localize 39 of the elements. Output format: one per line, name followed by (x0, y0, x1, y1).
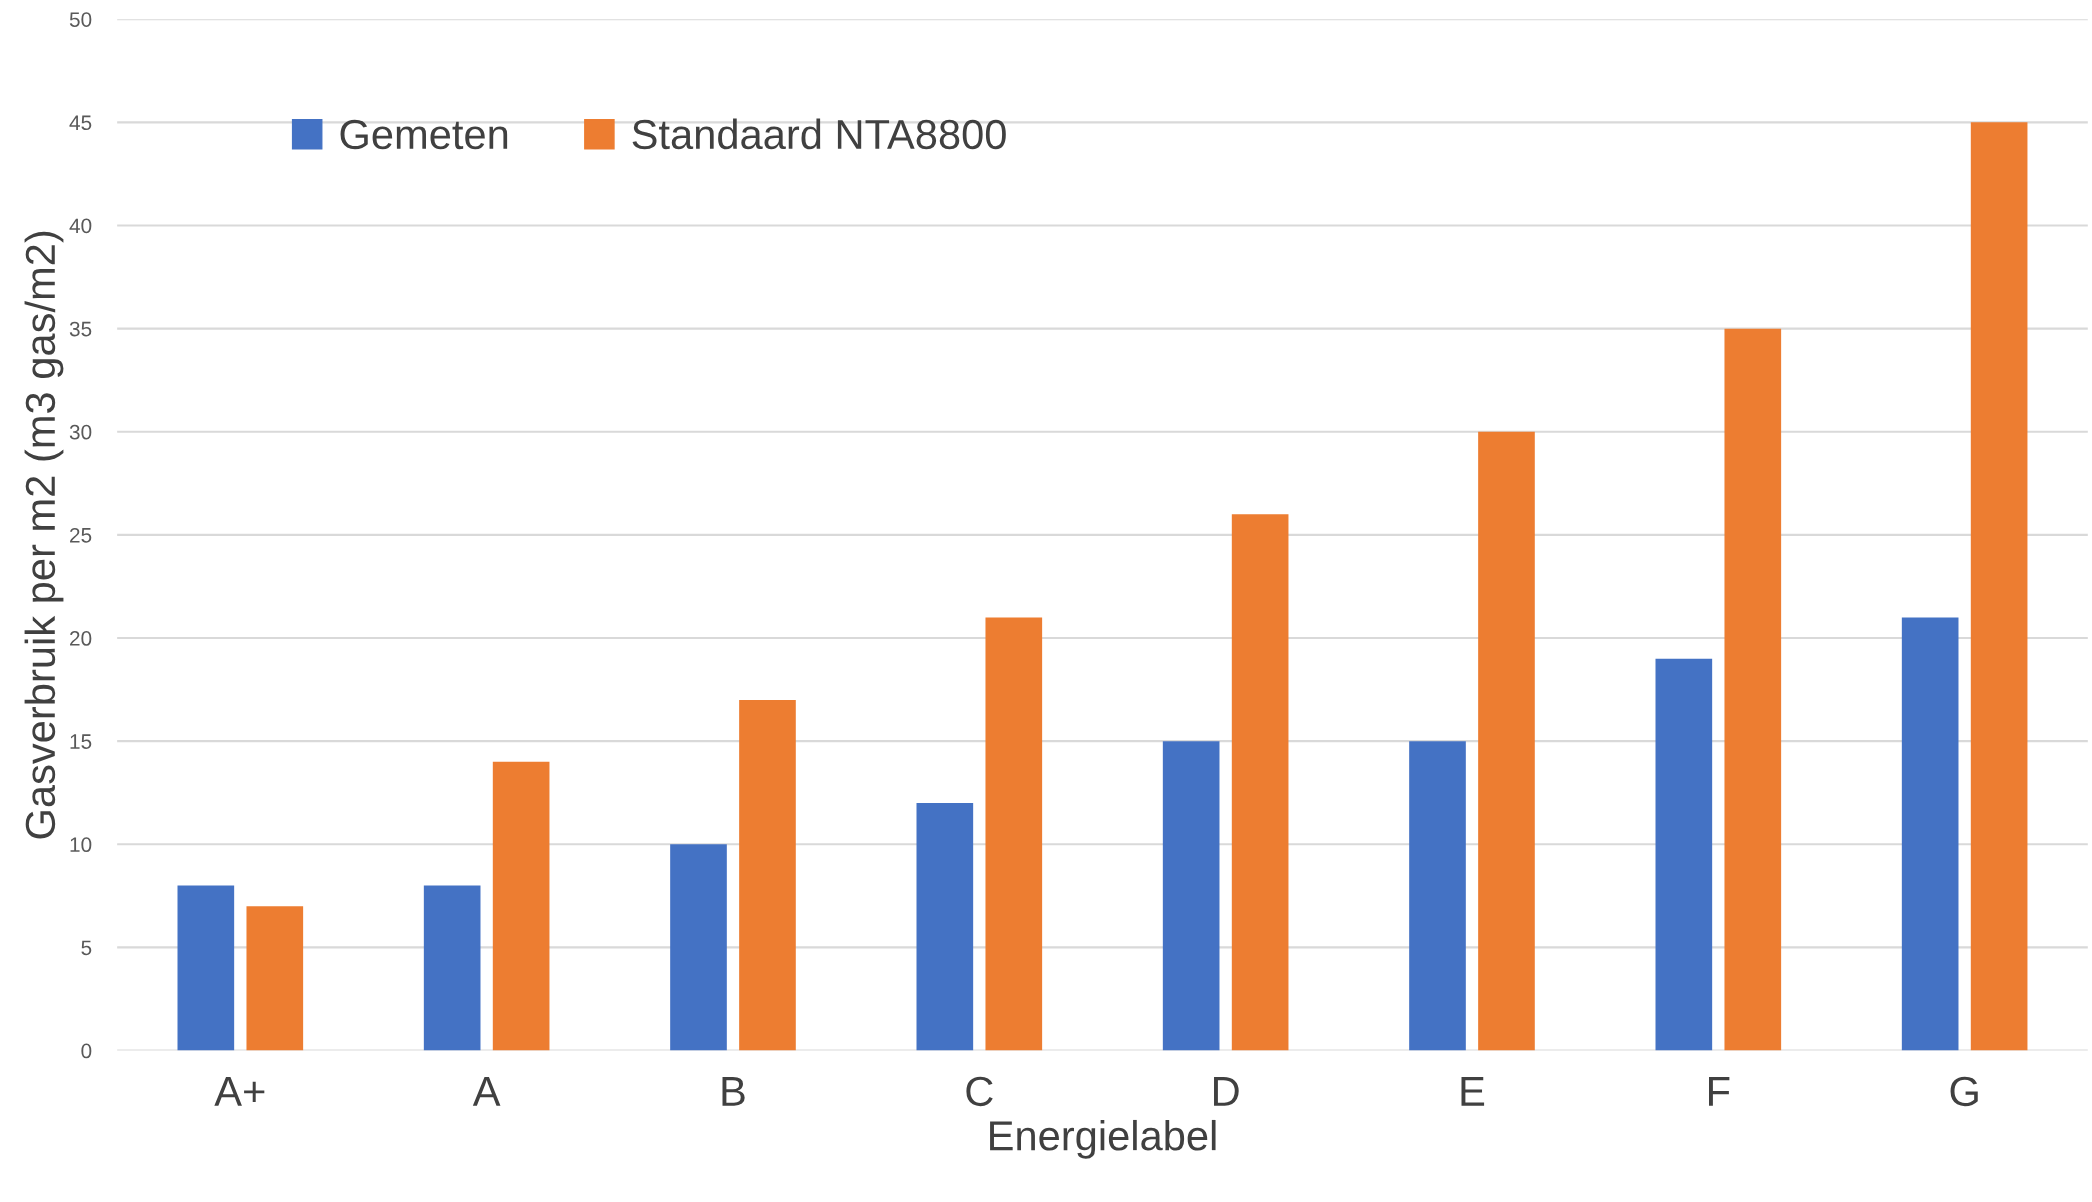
legend-label: Gemeten (340, 119, 508, 150)
bar (423, 885, 481, 1051)
x-tick-label: A+ (214, 1077, 265, 1106)
bar (1478, 431, 1535, 1051)
y-tick-label: 0 (81, 1043, 92, 1059)
bar (1231, 514, 1289, 1051)
y-tick-label: 5 (81, 940, 92, 956)
bar (1724, 328, 1782, 1051)
bar (177, 885, 235, 1051)
x-tick-label: F (1709, 1077, 1730, 1106)
x-tick-label: E (1461, 1077, 1485, 1106)
bar (985, 617, 1043, 1051)
y-tick-label: 25 (70, 527, 92, 543)
bar (1901, 617, 1959, 1051)
legend-label: Standaard NTA8800 (632, 118, 1006, 150)
x-tick-label: G (1950, 1076, 1978, 1107)
bar (916, 803, 974, 1051)
y-tick-label: 30 (69, 424, 92, 440)
y-axis-title: Gasverbruik per m2 (m3 gas/m2) (24, 231, 64, 839)
y-tick-label: 50 (69, 12, 92, 27)
bar (1162, 741, 1220, 1051)
bar (1970, 122, 2028, 1051)
bar (670, 844, 727, 1051)
x-tick-label: A (472, 1077, 501, 1106)
x-axis-title: Energielabel (990, 1119, 1216, 1159)
y-tick-label: 45 (69, 115, 92, 131)
bar (492, 761, 550, 1051)
y-tick-label: 35 (69, 321, 92, 337)
y-tick-label: 10 (70, 837, 92, 853)
bar (246, 906, 304, 1051)
y-tick-label: 15 (70, 734, 92, 749)
bar (739, 699, 796, 1051)
y-tick-label: 20 (70, 631, 92, 646)
x-tick-label: C (966, 1076, 993, 1107)
y-tick-label: 40 (69, 218, 92, 234)
x-tick-label: B (722, 1077, 745, 1106)
x-tick-label: D (1214, 1077, 1239, 1106)
bar (1409, 741, 1466, 1051)
bar (1655, 658, 1713, 1051)
